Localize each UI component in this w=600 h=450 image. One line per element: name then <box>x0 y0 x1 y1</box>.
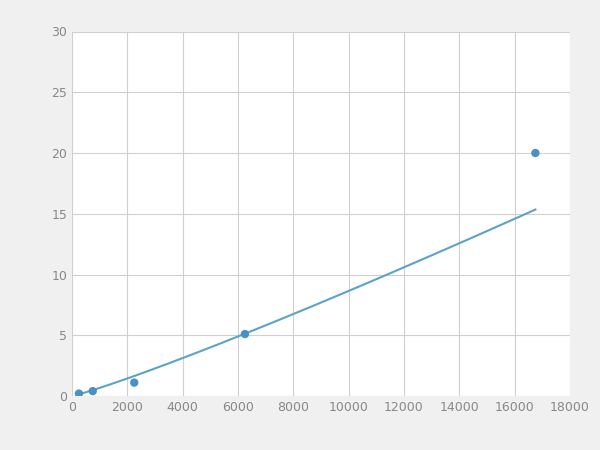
Point <box>130 379 139 386</box>
Point <box>88 387 98 395</box>
Point <box>530 149 540 157</box>
Point <box>74 390 84 397</box>
Point <box>240 330 250 338</box>
